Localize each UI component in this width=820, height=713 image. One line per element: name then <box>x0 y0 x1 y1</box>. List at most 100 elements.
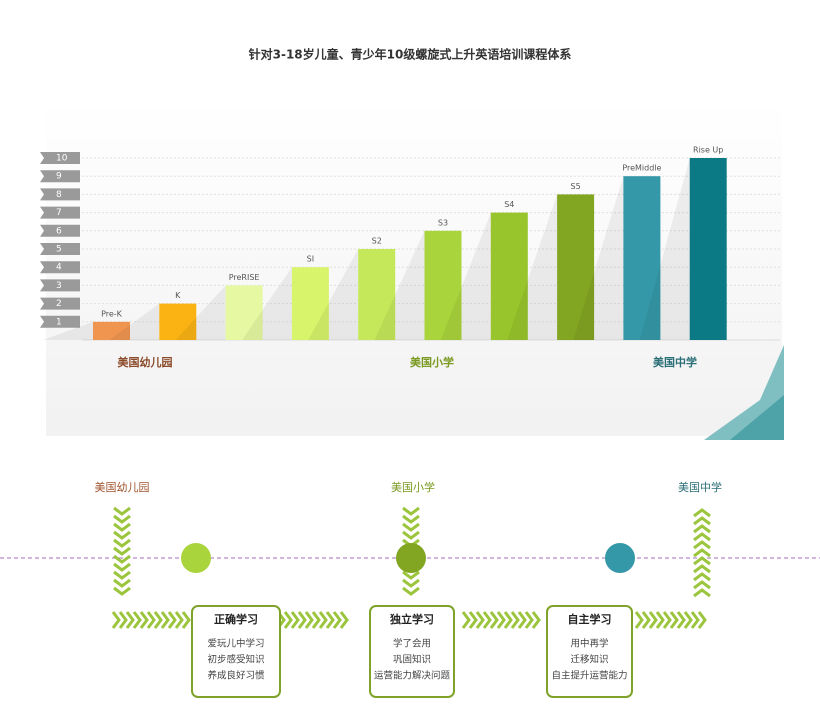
chevron <box>113 546 131 556</box>
node <box>181 543 211 573</box>
bar <box>424 230 462 340</box>
chevron <box>125 611 135 629</box>
chevron <box>693 532 711 542</box>
bar <box>689 158 727 340</box>
chevron <box>402 570 420 580</box>
group-label: 美国幼儿园 <box>118 355 173 369</box>
tick-tab <box>40 279 80 292</box>
box-line: 自主提升运营能力 <box>551 670 627 682</box>
bar <box>490 212 528 340</box>
chevron <box>339 611 349 629</box>
chevron <box>662 611 672 629</box>
stage-box <box>191 605 281 698</box>
chevron <box>113 586 131 596</box>
chevron <box>693 516 711 526</box>
y-tick-label: 9 <box>56 172 62 182</box>
chevron <box>503 611 513 629</box>
stage-box <box>369 605 455 698</box>
group-label: 美国小学 <box>410 355 454 369</box>
y-tick-label: 4 <box>56 263 62 273</box>
bar <box>159 303 197 340</box>
bar-shadow <box>374 230 425 340</box>
chevron <box>325 611 335 629</box>
chevron <box>693 588 711 598</box>
chevron <box>648 611 658 629</box>
y-tick-label: 2 <box>56 299 62 309</box>
corner-decoration <box>730 395 784 440</box>
chevron <box>181 611 191 629</box>
chevron <box>693 580 711 590</box>
chevron <box>496 611 506 629</box>
bar-shadow <box>241 267 292 340</box>
chevron <box>693 508 711 518</box>
box-line: 巩固知识 <box>393 654 431 666</box>
chevron <box>332 611 342 629</box>
y-tick-label: 5 <box>56 245 62 255</box>
bar-shadow <box>308 249 359 340</box>
chevron <box>290 611 300 629</box>
box-line: 爱玩儿中学习 <box>207 638 264 650</box>
bar-shadow <box>175 285 226 340</box>
box-line: 养成良好习惯 <box>207 670 265 682</box>
chevron <box>146 611 156 629</box>
bar <box>623 176 661 340</box>
chevron <box>402 530 420 540</box>
chevron <box>132 611 142 629</box>
chevron <box>402 506 420 516</box>
chevron <box>160 611 170 629</box>
bar <box>93 321 130 340</box>
tick-tab <box>40 170 80 183</box>
bar-shadow <box>507 194 558 340</box>
chevron <box>531 611 541 629</box>
chevron <box>113 578 131 588</box>
node <box>396 543 426 573</box>
chevron <box>482 611 492 629</box>
chevron <box>693 524 711 534</box>
chevron <box>669 611 679 629</box>
stage-label: 美国中学 <box>678 480 722 494</box>
bar <box>358 249 396 340</box>
chevron <box>676 611 686 629</box>
chevron <box>693 572 711 582</box>
chevron <box>402 578 420 588</box>
box-line: 学了会用 <box>393 638 431 650</box>
chevron <box>402 522 420 532</box>
chevron <box>113 570 131 580</box>
y-tick-label: 6 <box>56 226 62 236</box>
tick-tab <box>40 315 80 328</box>
chevron <box>693 548 711 558</box>
stage-label: 美国小学 <box>391 480 435 494</box>
tick-tab <box>40 243 80 255</box>
chevron <box>113 530 131 540</box>
category-label: S4 <box>504 200 514 209</box>
category-label: SI <box>307 255 314 264</box>
chevron <box>111 611 121 629</box>
bar-shadow <box>639 158 690 340</box>
bar-shadow <box>440 212 491 340</box>
tick-tab <box>40 206 80 219</box>
chevron <box>167 611 177 629</box>
chevron <box>174 611 184 629</box>
chevron <box>113 506 131 516</box>
chevron <box>693 556 711 566</box>
box-line: 初步感受知识 <box>207 654 264 666</box>
tick-tab <box>40 188 80 201</box>
chevron <box>402 586 420 596</box>
chevron <box>468 611 478 629</box>
bar-shadow <box>573 176 624 340</box>
chevron <box>690 611 700 629</box>
chevron <box>318 611 328 629</box>
chevron <box>113 514 131 524</box>
category-label: K <box>175 291 181 300</box>
chevron <box>304 611 314 629</box>
chevron <box>283 611 293 629</box>
chevron <box>697 611 707 629</box>
category-label: S3 <box>438 218 448 227</box>
bar-shadow <box>43 321 93 340</box>
y-tick-label: 3 <box>56 281 62 291</box>
chevron <box>655 611 665 629</box>
stage-label: 美国幼儿园 <box>95 481 150 494</box>
tick-tab <box>40 224 80 237</box>
chevron <box>475 611 485 629</box>
